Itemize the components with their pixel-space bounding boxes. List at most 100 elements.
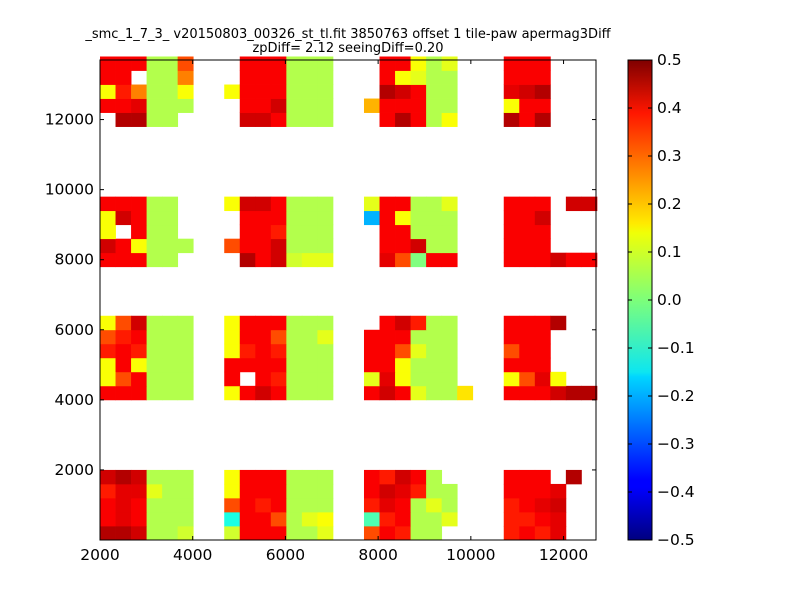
heatmap-cell [270,497,287,513]
heatmap-cell [519,469,536,485]
heatmap-cell [146,70,163,85]
heatmap-cell [270,252,287,268]
heatmap-cell [441,210,458,226]
heatmap-cell [317,343,334,359]
heatmap-cell [115,511,132,527]
heatmap-cell [379,357,396,373]
heatmap-cell [581,252,598,268]
heatmap-cell [395,56,411,71]
heatmap-cell [162,196,179,212]
heatmap-cell [441,357,458,373]
heatmap-cell [115,56,132,71]
heatmap-cell [100,329,116,345]
heatmap-cell [239,70,256,85]
heatmap-cell [115,84,132,99]
heatmap-cell [301,371,318,387]
heatmap-cell [239,252,256,268]
heatmap-cell [131,315,147,331]
heatmap-cell [301,511,318,527]
heatmap-cell [131,343,147,359]
heatmap-cell [534,84,551,99]
heatmap-cell [519,343,536,359]
heatmap-cell [519,252,536,268]
heatmap-cell [177,98,194,113]
heatmap-cell [115,70,132,85]
heatmap-cell [534,483,551,499]
heatmap-cell [317,210,334,226]
heatmap-cell [301,483,318,499]
heatmap-cell [255,224,272,240]
heatmap-cell [519,196,536,212]
heatmap-cell [146,343,163,359]
heatmap-cell [519,98,536,113]
heatmap-cell [301,315,318,331]
heatmap-cell [534,385,551,401]
heatmap-cell [379,525,396,541]
heatmap-cell [379,210,396,226]
colorbar-tick-label: 0.2 [657,195,682,213]
heatmap-cell [441,252,458,268]
heatmap-cell [395,315,411,331]
heatmap-cell [534,70,551,85]
heatmap-cell [534,224,551,240]
heatmap-cell [534,469,551,485]
heatmap-cell [146,112,163,127]
heatmap-cell [426,329,443,345]
heatmap-cell [286,98,303,113]
heatmap-cell [239,525,256,541]
heatmap-cell [162,56,179,71]
heatmap-cell [270,385,287,401]
heatmap-cell [379,224,396,240]
heatmap-cell [270,343,287,359]
heatmap-cell [317,112,334,127]
heatmap-cell [317,56,334,71]
heatmap-cell [162,371,179,387]
heatmap-cell [395,525,411,541]
heatmap-cell [224,357,241,373]
heatmap-cell [534,315,551,331]
heatmap-cell [550,483,567,499]
heatmap-cell [100,483,116,499]
heatmap-cell [286,371,303,387]
heatmap-cell [301,196,318,212]
heatmap-cell [503,196,520,212]
heatmap-cell [379,238,396,254]
heatmap-cell [286,84,303,99]
heatmap-cell [286,497,303,513]
heatmap-cell [550,315,567,331]
heatmap-cell [301,497,318,513]
heatmap-cell [317,511,334,527]
heatmap-cell [426,224,443,240]
heatmap-cell [426,469,443,485]
heatmap-cell [100,252,116,268]
heatmap-cell [565,252,582,268]
heatmap-cell [301,224,318,240]
plot-frame [99,59,597,541]
heatmap-cell [146,357,163,373]
heatmap-cell [379,252,396,268]
heatmap-cell [426,84,443,99]
heatmap-cell [363,98,380,113]
colorbar-tick-label: 0.3 [657,147,682,165]
heatmap-cell [426,343,443,359]
heatmap-cell [363,343,380,359]
heatmap-cell [379,497,396,513]
heatmap-cell [286,385,303,401]
heatmap-cell [503,70,520,85]
heatmap-cell [395,511,411,527]
heatmap-cell [534,357,551,373]
x-tick-label: 12000 [539,546,588,564]
heatmap-cell [255,112,272,127]
heatmap-cell [426,511,443,527]
heatmap-cell [395,210,411,226]
heatmap-cell [379,371,396,387]
heatmap-cell [115,371,132,387]
heatmap-cell [301,385,318,401]
heatmap-cell [503,469,520,485]
heatmap-cell [177,385,194,401]
heatmap-cell [115,238,132,254]
heatmap-cell [146,469,163,485]
heatmap-cell [395,70,411,85]
heatmap-cell [503,224,520,240]
heatmap-cell [162,357,179,373]
